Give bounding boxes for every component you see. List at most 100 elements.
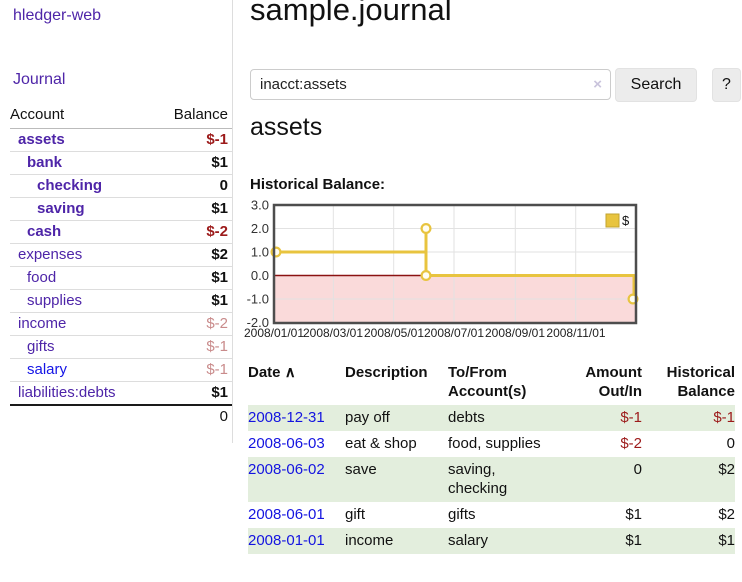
transaction-description: save <box>345 461 377 478</box>
account-row: bank $1 <box>10 151 232 175</box>
account-balance: $1 <box>153 151 232 175</box>
account-link-salary[interactable]: salary <box>27 361 68 378</box>
register-table: Date ∧ Description To/From Account(s) Am… <box>248 360 735 554</box>
transaction-date-link[interactable]: 2008-06-01 <box>248 506 325 523</box>
historical-balance-chart: $ 3.0 2.0 1.0 0.0 -1.0 -2.0 2008/01/01 2… <box>244 198 645 348</box>
y-tick: -1.0 <box>247 292 269 307</box>
transaction-balance: 0 <box>726 435 735 452</box>
app-title-link[interactable]: hledger-web <box>13 7 102 24</box>
transaction-balance: $2 <box>718 461 735 478</box>
account-balance: $1 <box>153 197 232 221</box>
sort-ascending-icon: ∧ <box>284 364 296 381</box>
search-bar: × Search ? <box>250 68 742 102</box>
chart-title: Historical Balance: <box>250 176 386 193</box>
account-balance: 0 <box>153 174 232 198</box>
account-balance: $2 <box>153 243 232 267</box>
account-link-supplies[interactable]: supplies <box>27 292 83 309</box>
account-link-checking[interactable]: checking <box>37 177 103 194</box>
transaction-date-link[interactable]: 2008-01-01 <box>248 532 325 549</box>
account-table-header: Account Balance <box>10 103 232 129</box>
x-tick: 2008/03/01 <box>303 326 363 340</box>
account-balance-table: Account Balance assets $-1 bank $1 check… <box>10 103 232 428</box>
amount-column-header: Amount Out/In <box>585 364 642 400</box>
account-link-assets[interactable]: assets <box>18 131 65 148</box>
date-column-header[interactable]: Date ∧ <box>248 364 296 381</box>
help-button[interactable]: ? <box>712 68 741 102</box>
y-axis-labels: 3.0 2.0 1.0 0.0 -1.0 -2.0 <box>247 198 269 331</box>
account-total-row: 0 <box>10 404 232 428</box>
transaction-description: income <box>345 532 394 549</box>
transaction-balance: $1 <box>718 532 735 549</box>
account-row: assets $-1 <box>10 128 232 152</box>
transaction-amount: $-2 <box>620 435 642 452</box>
account-column-header: To/From Account(s) <box>448 364 527 400</box>
account-link-cash[interactable]: cash <box>27 223 62 240</box>
y-tick: 1.0 <box>251 245 269 260</box>
register-header-row: Date ∧ Description To/From Account(s) Am… <box>248 360 735 405</box>
account-row: income $-2 <box>10 312 232 336</box>
account-link-income[interactable]: income <box>18 315 67 332</box>
clear-search-icon[interactable]: × <box>593 76 602 93</box>
account-heading: assets <box>250 113 323 141</box>
sidebar-item-journal[interactable]: Journal <box>13 71 66 88</box>
account-link-bank[interactable]: bank <box>27 154 63 171</box>
transaction-accounts: food, supplies <box>448 435 541 452</box>
transaction-description: eat & shop <box>345 435 417 452</box>
transaction-accounts: debts <box>448 409 485 426</box>
account-row: saving $1 <box>10 197 232 221</box>
account-balance: $-2 <box>153 220 232 244</box>
x-tick: 2008/05/01 <box>364 326 424 340</box>
description-column-header: Description <box>345 364 428 381</box>
chart-svg: $ 3.0 2.0 1.0 0.0 -1.0 -2.0 2008/01/01 2… <box>244 198 639 340</box>
vertical-gridlines <box>332 206 577 322</box>
x-axis-labels: 2008/01/01 2008/03/01 2008/05/01 2008/07… <box>244 326 606 340</box>
transaction-description: pay off <box>345 409 390 426</box>
register-row: 2008-06-02 save saving, checking 0 $2 <box>248 457 735 502</box>
transaction-balance: $2 <box>718 506 735 523</box>
y-tick: 3.0 <box>251 198 269 213</box>
account-link-liabilities-debts[interactable]: liabilities:debts <box>18 384 116 401</box>
account-total-balance: 0 <box>153 404 232 428</box>
account-row: expenses $2 <box>10 243 232 267</box>
account-balance: $1 <box>153 289 232 313</box>
search-button[interactable]: Search <box>615 68 697 102</box>
account-balance: $-1 <box>153 128 232 152</box>
transaction-date-link[interactable]: 2008-12-31 <box>248 409 325 426</box>
account-balance: $1 <box>153 381 232 405</box>
account-row: liabilities:debts $1 <box>10 381 232 405</box>
account-link-saving[interactable]: saving <box>37 200 85 217</box>
chart-border <box>272 203 638 325</box>
account-balance: $-1 <box>153 358 232 382</box>
balance-column-header: Historical Balance <box>666 364 735 400</box>
register-row: 2008-01-01 income salary $1 $1 <box>248 528 735 554</box>
account-link-expenses[interactable]: expenses <box>18 246 83 263</box>
transaction-amount: $1 <box>625 506 642 523</box>
x-tick: 2008/07/01 <box>424 326 484 340</box>
account-balance: $-1 <box>153 335 232 359</box>
account-row: food $1 <box>10 266 232 290</box>
sidebar-divider <box>232 0 233 443</box>
legend-swatch <box>605 213 620 228</box>
balance-line <box>274 227 636 299</box>
register-row: 2008-06-03 eat & shop food, supplies $-2… <box>248 431 735 457</box>
transaction-accounts: gifts <box>448 506 476 523</box>
account-row: salary $-1 <box>10 358 232 382</box>
transaction-date-link[interactable]: 2008-06-03 <box>248 435 325 452</box>
transaction-date-link[interactable]: 2008-06-02 <box>248 461 325 478</box>
account-row: checking 0 <box>10 174 232 198</box>
transaction-accounts: salary <box>448 532 489 549</box>
account-row: cash $-2 <box>10 220 232 244</box>
account-row: gifts $-1 <box>10 335 232 359</box>
transaction-accounts: saving, checking <box>448 461 508 497</box>
y-tick: 2.0 <box>251 221 269 236</box>
account-link-food[interactable]: food <box>27 269 57 286</box>
transaction-amount: $1 <box>625 532 642 549</box>
account-row: supplies $1 <box>10 289 232 313</box>
register-row: 2008-12-31 pay off debts $-1 $-1 <box>248 405 735 431</box>
page-title: sample.journal <box>250 0 452 27</box>
account-link-gifts[interactable]: gifts <box>27 338 55 355</box>
search-input[interactable] <box>251 70 610 99</box>
y-tick: -2.0 <box>247 315 269 330</box>
search-box: × <box>250 69 611 100</box>
account-balance: $1 <box>153 266 232 290</box>
